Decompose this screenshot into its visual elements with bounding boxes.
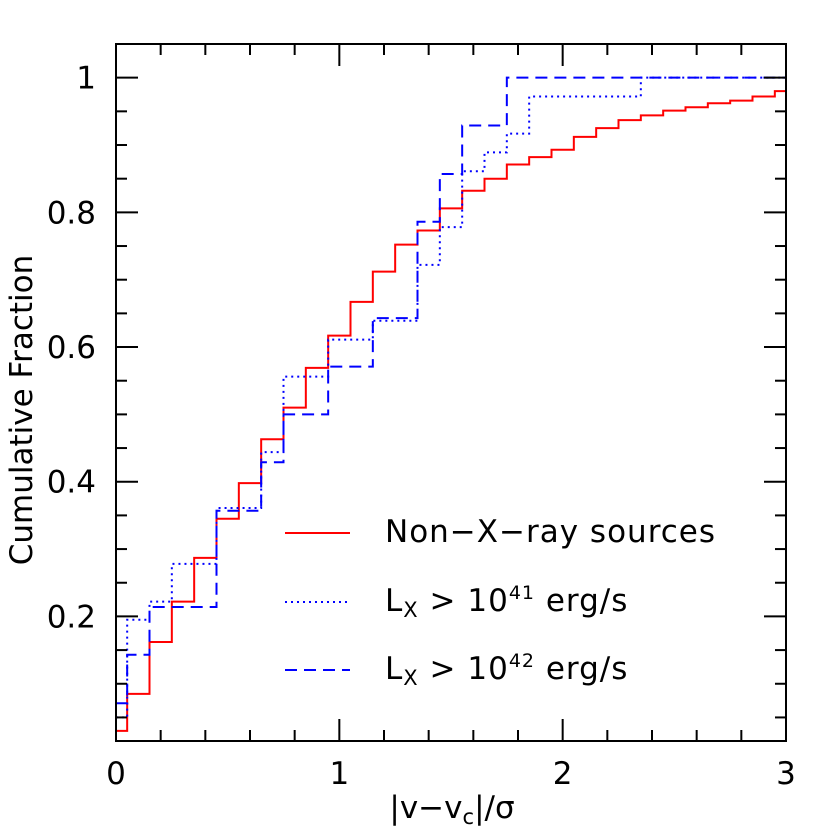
legend-lx42-exp: 42 bbox=[509, 650, 535, 672]
legend-lx42-sub: X bbox=[403, 666, 418, 690]
legend-lx41-sub: X bbox=[403, 598, 418, 622]
legend-lx41-unit: erg/s bbox=[535, 583, 628, 619]
y-tick-label: 0.2 bbox=[47, 599, 96, 635]
legend-entry-lx41: LX > 1041 erg/s bbox=[285, 582, 628, 622]
y-tick-label: 0.6 bbox=[47, 330, 96, 366]
legend-entry-non-xray: Non−X−ray sources bbox=[285, 514, 716, 550]
legend-label-lx41: LX > 1041 erg/s bbox=[385, 582, 628, 622]
legend-lx42-L: L bbox=[385, 651, 403, 687]
legend-lx41-mid: > 10 bbox=[419, 583, 509, 619]
legend-label-lx42: LX > 1042 erg/s bbox=[385, 650, 628, 690]
legend-lx41-exp: 41 bbox=[509, 582, 535, 604]
legend-lx42-mid: > 10 bbox=[419, 651, 509, 687]
x-axis-label: |v−vc|/σ bbox=[389, 790, 514, 829]
ticks-layer bbox=[115, 43, 787, 741]
x-axis-label-main: |v−v bbox=[389, 790, 462, 826]
series-line-1 bbox=[116, 76, 786, 719]
legend-entry-lx42: LX > 1042 erg/s bbox=[285, 650, 628, 690]
legend-lx42-unit: erg/s bbox=[535, 651, 628, 687]
y-axis-label: Cumulative Fraction bbox=[4, 255, 40, 566]
y-tick-label: 0.8 bbox=[47, 195, 96, 231]
x-axis-label-tail: |/σ bbox=[474, 790, 515, 826]
series-layer bbox=[116, 76, 786, 732]
x-tick-label: 1 bbox=[329, 756, 349, 792]
x-tick-label: 0 bbox=[106, 756, 126, 792]
legend: Non−X−ray sources LX > 1041 erg/s LX > 1… bbox=[285, 514, 716, 690]
x-tick-label: 3 bbox=[776, 756, 796, 792]
series-line-2 bbox=[116, 76, 786, 705]
plot-frame bbox=[115, 43, 787, 742]
legend-label-non-xray-text: Non−X−ray sources bbox=[385, 514, 716, 550]
legend-label-non-xray: Non−X−ray sources bbox=[385, 514, 716, 550]
y-tick-label: 1 bbox=[76, 61, 96, 97]
y-tick-label: 0.4 bbox=[47, 465, 96, 501]
tick-labels: 0 1 2 3 0.2 0.4 0.6 0.8 1 bbox=[47, 61, 796, 792]
series-line-0 bbox=[116, 90, 786, 732]
legend-lx41-L: L bbox=[385, 583, 403, 619]
x-axis-label-sub: c bbox=[463, 805, 475, 829]
x-tick-label: 2 bbox=[553, 756, 573, 792]
